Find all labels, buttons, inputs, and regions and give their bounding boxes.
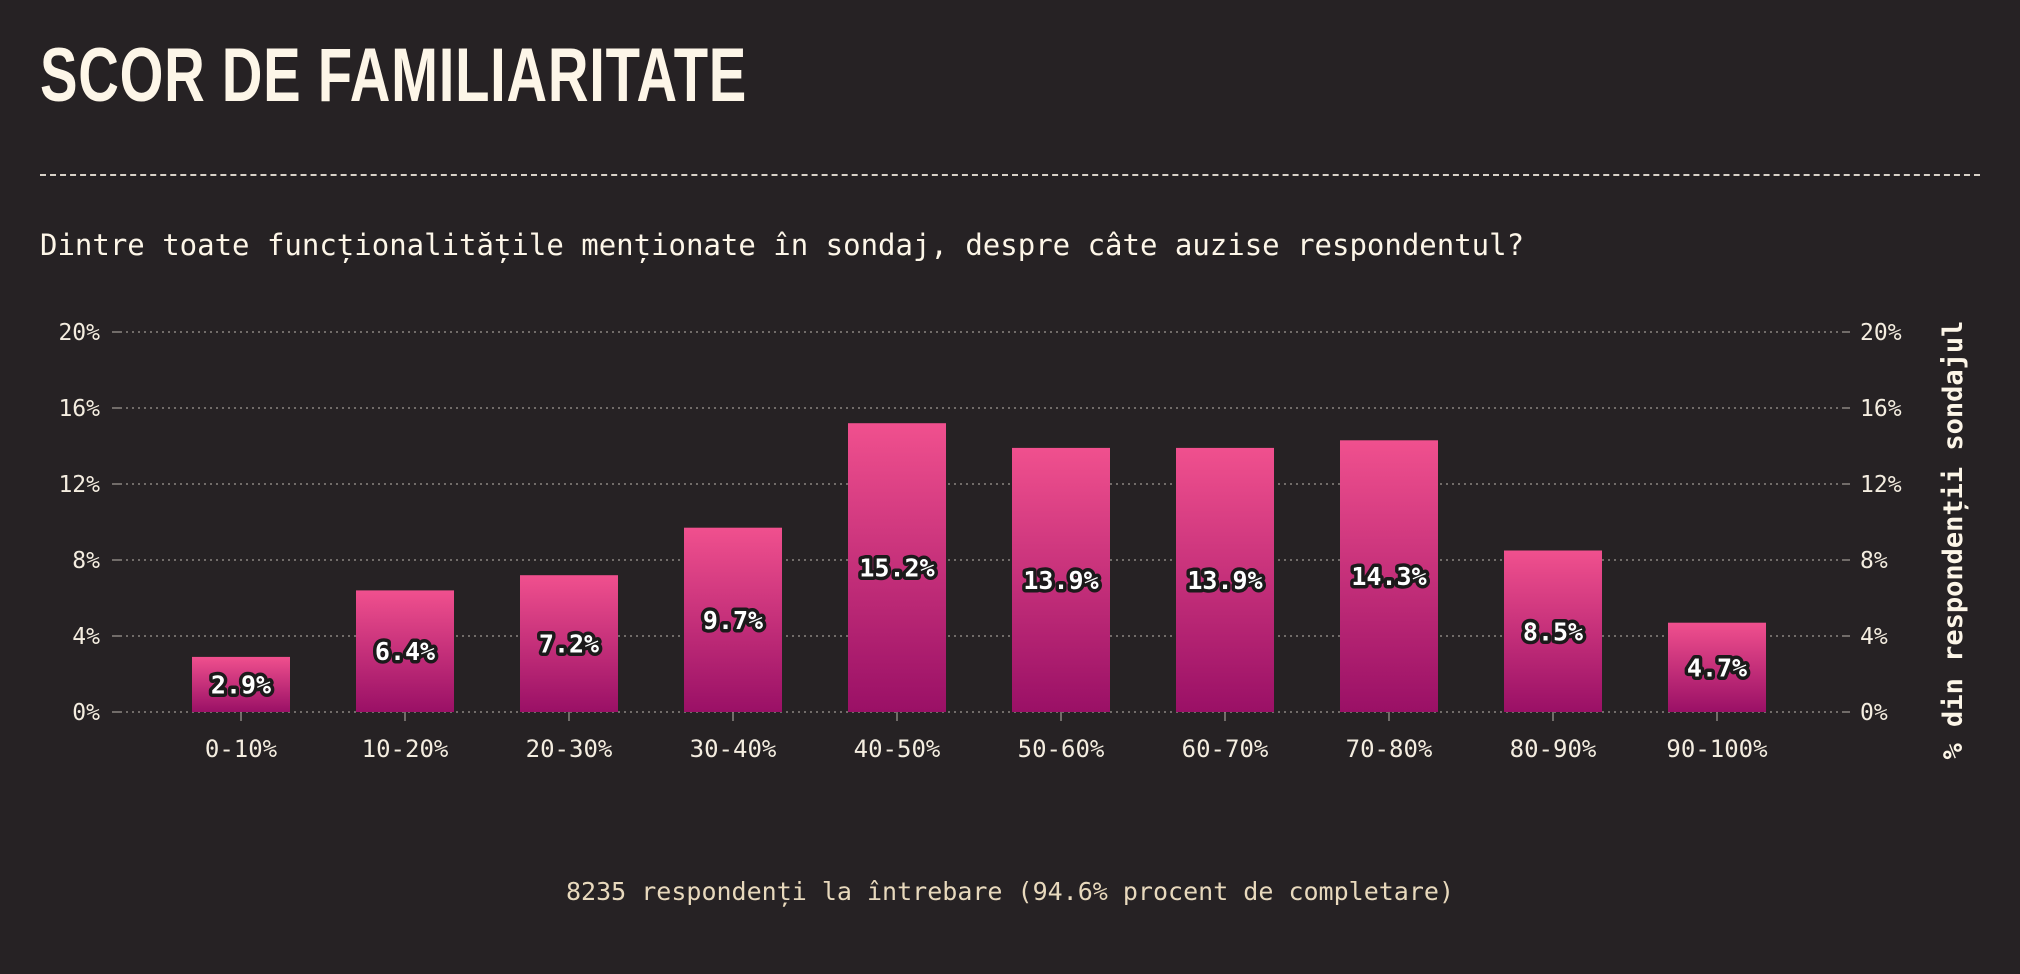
bar-value-label: 8.5% bbox=[1523, 617, 1583, 646]
right-tick-label: 4% bbox=[1860, 624, 1888, 650]
bar bbox=[520, 575, 618, 712]
y-axis-label: % din respondenții sondajul bbox=[1938, 321, 1969, 760]
bar bbox=[848, 423, 946, 712]
left-tick-label: 0% bbox=[72, 700, 100, 726]
bar-value-label: 9.7% bbox=[703, 606, 763, 635]
right-tick-label: 8% bbox=[1860, 548, 1888, 574]
x-axis: 0-10% 10-20% 20-30% 30-40% 40-50% 50-60% 60-70… bbox=[205, 712, 1768, 763]
bar bbox=[684, 527, 782, 712]
left-tick-label: 16% bbox=[58, 396, 100, 422]
bar bbox=[356, 590, 454, 712]
bar bbox=[1504, 550, 1602, 712]
bar-value-label: 13.9% bbox=[1023, 566, 1098, 595]
bar-chart: 2.9% 6.4% 7.2% 9.7% 15.2% 13.9% 13.9% 14.3% 8.5%… bbox=[58, 320, 1969, 763]
x-tick-label: 40-50% bbox=[854, 735, 941, 763]
right-tick-label: 16% bbox=[1860, 396, 1902, 422]
bar-value-label: 13.9% bbox=[1187, 566, 1262, 595]
bar bbox=[1176, 447, 1274, 712]
title-divider bbox=[40, 174, 1980, 176]
x-tick-label: 70-80% bbox=[1346, 735, 1433, 763]
bar-value-label: 15.2% bbox=[859, 554, 934, 583]
right-tick-label: 0% bbox=[1860, 700, 1888, 726]
bar-value-label: 6.4% bbox=[375, 637, 435, 666]
left-tick-label: 20% bbox=[58, 320, 100, 346]
bar-value-labels: 2.9% 6.4% 7.2% 9.7% 15.2% 13.9% 13.9% 14.3% 8.5%… bbox=[207, 550, 1750, 703]
bar bbox=[1340, 440, 1438, 712]
bar-value-label: 4.7% bbox=[1687, 653, 1747, 682]
x-tick-label: 50-60% bbox=[1018, 735, 1105, 763]
x-tick-label: 90-100% bbox=[1666, 735, 1768, 763]
left-tick-label: 12% bbox=[58, 472, 100, 498]
left-y-axis: 0% 4% 8% 12% 16% 20% bbox=[58, 320, 120, 726]
x-tick-label: 60-70% bbox=[1182, 735, 1269, 763]
x-tick-label: 80-90% bbox=[1510, 735, 1597, 763]
left-tick-label: 4% bbox=[72, 624, 100, 650]
x-tick-label: 10-20% bbox=[362, 735, 449, 763]
right-tick-label: 12% bbox=[1860, 472, 1902, 498]
chart-title: SCOR DE FAMILIARITATE bbox=[40, 33, 748, 118]
x-tick-label: 20-30% bbox=[526, 735, 613, 763]
left-tick-label: 8% bbox=[72, 548, 100, 574]
chart-subtitle: Dintre toate funcționalitățile menționat… bbox=[40, 228, 1525, 262]
x-tick-label: 0-10% bbox=[205, 735, 278, 763]
right-y-axis: 0% 4% 8% 12% 16% 20% bbox=[1842, 320, 1902, 726]
bars bbox=[192, 423, 1766, 712]
bar bbox=[1668, 622, 1766, 712]
right-tick-label: 20% bbox=[1860, 320, 1902, 346]
bar bbox=[192, 656, 290, 712]
bar-value-label: 7.2% bbox=[539, 630, 599, 659]
respondents-footnote: 8235 respondenți la întrebare (94.6% pro… bbox=[565, 877, 1455, 906]
bar bbox=[1012, 447, 1110, 712]
bar-value-label: 2.9% bbox=[211, 670, 271, 699]
bar-value-label: 14.3% bbox=[1351, 562, 1426, 591]
x-tick-label: 30-40% bbox=[690, 735, 777, 763]
